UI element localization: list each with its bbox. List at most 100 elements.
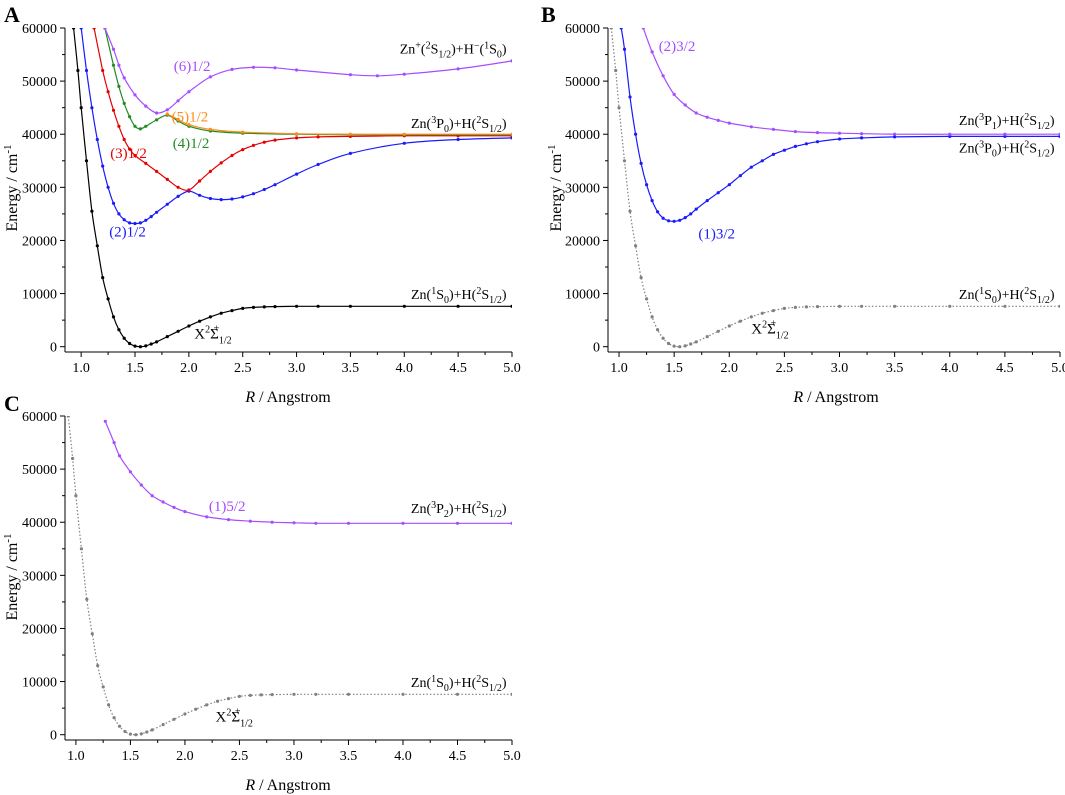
data-point [90, 209, 94, 213]
data-point [205, 515, 209, 519]
data-point [117, 84, 121, 88]
data-point [122, 336, 126, 340]
data-point [230, 153, 234, 158]
x-tick-label: 3.5 [342, 361, 360, 376]
data-point [230, 309, 234, 313]
data-point [619, 28, 623, 30]
data-point [661, 74, 665, 78]
data-point [678, 345, 682, 349]
data-point [149, 342, 153, 346]
data-point [128, 341, 132, 346]
data-point [155, 111, 159, 115]
data-point [815, 140, 820, 144]
data-point [226, 697, 231, 701]
y-tick-label: 60000 [565, 22, 600, 37]
data-point [705, 199, 709, 203]
data-point [144, 161, 148, 165]
data-point [107, 703, 111, 707]
data-point [133, 344, 137, 348]
data-point [128, 470, 132, 474]
data-point [90, 106, 94, 110]
data-point [456, 137, 460, 142]
data-point [716, 191, 720, 195]
data-point [208, 169, 212, 173]
data-point [208, 127, 212, 131]
data-point [683, 344, 687, 348]
data-point [144, 104, 148, 108]
data-point [705, 335, 709, 339]
data-point [216, 699, 220, 703]
data-point [117, 212, 121, 216]
data-point [738, 319, 742, 323]
x-axis-title-c: R / Angstrom [244, 777, 331, 794]
data-point [251, 305, 256, 309]
data-point [348, 304, 352, 308]
data-point [760, 159, 764, 163]
data-point [760, 311, 764, 315]
data-point [165, 202, 169, 206]
data-point [639, 276, 643, 280]
x-tick-label: 4.5 [449, 749, 467, 764]
data-point [161, 500, 165, 504]
y-tick-label: 0 [50, 341, 57, 356]
data-point [727, 121, 731, 125]
data-point [101, 164, 105, 168]
data-point [292, 521, 296, 525]
data-point [348, 73, 352, 77]
data-point [139, 483, 143, 487]
data-point [614, 68, 618, 73]
data-point [149, 215, 153, 219]
data-point [241, 130, 245, 134]
data-point [667, 341, 671, 346]
data-point [456, 304, 460, 308]
data-point [145, 730, 149, 734]
data-point [771, 127, 776, 131]
data-point [348, 132, 352, 136]
x-tick-label: 3.5 [886, 361, 904, 376]
x-tick-label: 3.0 [831, 361, 849, 376]
data-point [749, 315, 753, 319]
data-point [72, 28, 76, 30]
series--1-3-2 [619, 28, 1060, 223]
data-point [128, 732, 132, 736]
x-tick-label: 1.5 [665, 361, 683, 376]
data-point [1003, 134, 1007, 138]
data-point [262, 140, 266, 144]
data-point [650, 199, 654, 203]
data-point [150, 728, 154, 732]
data-point [860, 304, 864, 308]
data-point [95, 244, 99, 248]
data-point [295, 172, 299, 176]
x-tick-label: 4.5 [449, 361, 467, 376]
data-point [262, 187, 266, 192]
data-point [316, 135, 320, 139]
data-point [401, 521, 405, 525]
data-point [208, 75, 212, 79]
data-point [74, 494, 78, 498]
data-point [401, 692, 405, 696]
data-point [144, 218, 148, 222]
data-point [609, 28, 613, 30]
data-point [837, 137, 842, 141]
asymptote-label-b3: Zn(1S0)+H(2S1/2) [959, 286, 1055, 306]
data-point [793, 305, 798, 309]
data-point [948, 132, 952, 136]
y-tick-label: 20000 [565, 234, 600, 249]
data-point [208, 315, 212, 319]
x-tick-label: 1.0 [610, 361, 628, 376]
y-axis-title-b: Energy / cm-1 [546, 144, 565, 231]
series-x2-1-2 [66, 416, 512, 737]
x-tick-label: 1.5 [122, 749, 140, 764]
data-point [187, 188, 191, 192]
asymptote-label-c2: Zn(1S0)+H(2S1/2) [411, 674, 507, 694]
data-point [219, 161, 223, 165]
data-point [510, 521, 512, 525]
data-point [661, 216, 665, 220]
label-x2sigma-a: X2Σ1/2+ [194, 324, 231, 347]
data-point [101, 68, 105, 73]
y-tick-label: 60000 [22, 410, 57, 425]
data-point [1058, 132, 1060, 136]
data-point [230, 67, 234, 71]
data-point [273, 183, 277, 187]
y-tick-label: 10000 [565, 288, 600, 303]
